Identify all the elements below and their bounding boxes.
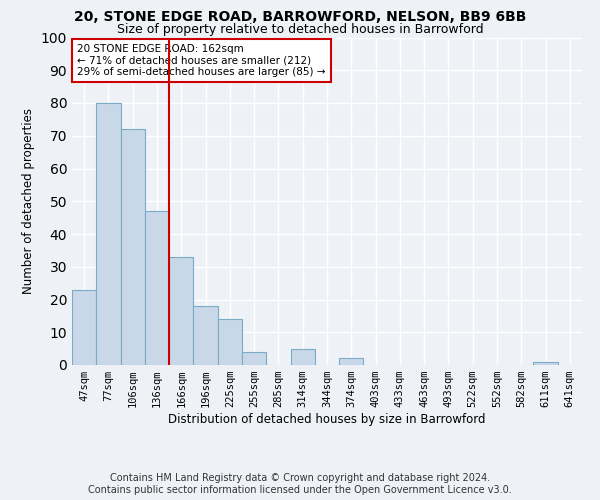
Bar: [533, 362, 558, 365]
Bar: [169, 257, 193, 365]
Bar: [193, 306, 218, 365]
Text: Size of property relative to detached houses in Barrowford: Size of property relative to detached ho…: [116, 22, 484, 36]
Text: 20, STONE EDGE ROAD, BARROWFORD, NELSON, BB9 6BB: 20, STONE EDGE ROAD, BARROWFORD, NELSON,…: [74, 10, 526, 24]
Bar: [242, 352, 266, 365]
Text: 20 STONE EDGE ROAD: 162sqm
← 71% of detached houses are smaller (212)
29% of sem: 20 STONE EDGE ROAD: 162sqm ← 71% of deta…: [77, 44, 326, 77]
Bar: [218, 319, 242, 365]
Text: Contains HM Land Registry data © Crown copyright and database right 2024.
Contai: Contains HM Land Registry data © Crown c…: [88, 474, 512, 495]
Y-axis label: Number of detached properties: Number of detached properties: [22, 108, 35, 294]
Bar: [145, 211, 169, 365]
Bar: [290, 348, 315, 365]
X-axis label: Distribution of detached houses by size in Barrowford: Distribution of detached houses by size …: [168, 413, 486, 426]
Bar: [72, 290, 96, 365]
Bar: [339, 358, 364, 365]
Bar: [96, 103, 121, 365]
Bar: [121, 129, 145, 365]
